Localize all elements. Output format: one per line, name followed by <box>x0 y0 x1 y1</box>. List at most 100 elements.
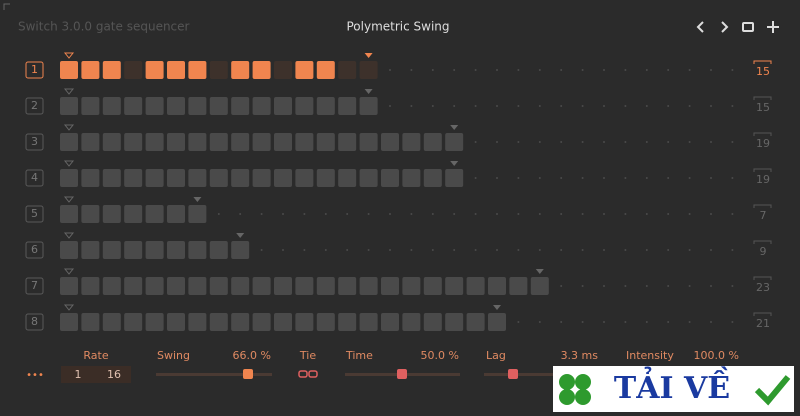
step[interactable] <box>81 277 100 295</box>
row-number-box[interactable] <box>25 313 44 331</box>
step[interactable] <box>274 97 292 115</box>
step[interactable] <box>231 313 250 331</box>
step[interactable] <box>60 133 78 151</box>
step[interactable] <box>60 241 78 259</box>
step[interactable] <box>295 277 314 295</box>
step[interactable] <box>124 97 143 115</box>
step[interactable] <box>124 277 143 295</box>
step[interactable] <box>423 313 442 331</box>
step[interactable] <box>338 133 357 151</box>
step[interactable] <box>338 61 357 79</box>
step[interactable] <box>466 313 485 331</box>
step[interactable] <box>445 133 464 151</box>
step[interactable] <box>102 205 121 223</box>
step[interactable] <box>209 241 228 259</box>
step[interactable] <box>488 277 506 295</box>
step[interactable] <box>423 277 442 295</box>
step[interactable] <box>102 313 121 331</box>
step[interactable] <box>145 133 164 151</box>
step[interactable] <box>81 241 100 259</box>
step[interactable] <box>338 277 357 295</box>
step[interactable] <box>81 97 100 115</box>
row-number-box[interactable] <box>25 61 44 79</box>
step[interactable] <box>188 313 207 331</box>
step[interactable] <box>231 169 250 187</box>
row-length[interactable]: 15 <box>756 101 770 114</box>
step[interactable] <box>167 133 185 151</box>
step[interactable] <box>167 313 185 331</box>
step[interactable] <box>231 133 250 151</box>
lag-knob[interactable] <box>508 369 518 379</box>
step[interactable] <box>188 205 207 223</box>
step[interactable] <box>60 205 78 223</box>
row-number-box[interactable] <box>25 205 44 223</box>
rate-denominator[interactable]: 16 <box>107 368 121 381</box>
step[interactable] <box>124 169 143 187</box>
step[interactable] <box>530 277 549 295</box>
step[interactable] <box>209 61 228 79</box>
row-length[interactable]: 9 <box>760 245 767 258</box>
step[interactable] <box>423 169 442 187</box>
step[interactable] <box>81 61 100 79</box>
step[interactable] <box>445 169 464 187</box>
step[interactable] <box>316 133 335 151</box>
step[interactable] <box>188 277 207 295</box>
step[interactable] <box>81 133 100 151</box>
step[interactable] <box>402 169 421 187</box>
more-button[interactable]: ••• <box>26 370 44 381</box>
step[interactable] <box>81 205 100 223</box>
step[interactable] <box>231 241 250 259</box>
row-length[interactable]: 19 <box>756 173 770 186</box>
step[interactable] <box>124 205 143 223</box>
step[interactable] <box>402 133 421 151</box>
step[interactable] <box>488 313 506 331</box>
step[interactable] <box>359 97 378 115</box>
row-number-box[interactable] <box>25 97 44 115</box>
step[interactable] <box>316 97 335 115</box>
step[interactable] <box>145 205 164 223</box>
step[interactable] <box>359 133 378 151</box>
step[interactable] <box>60 277 78 295</box>
step[interactable] <box>466 277 485 295</box>
step[interactable] <box>252 97 271 115</box>
step[interactable] <box>60 313 78 331</box>
step[interactable] <box>167 169 185 187</box>
row-number-box[interactable] <box>25 133 44 151</box>
step[interactable] <box>145 97 164 115</box>
step[interactable] <box>252 277 271 295</box>
step[interactable] <box>274 169 292 187</box>
step[interactable] <box>209 169 228 187</box>
step[interactable] <box>124 61 143 79</box>
step[interactable] <box>167 97 185 115</box>
step[interactable] <box>381 169 399 187</box>
step[interactable] <box>445 313 464 331</box>
step[interactable] <box>102 277 121 295</box>
step[interactable] <box>60 169 78 187</box>
step[interactable] <box>145 241 164 259</box>
step[interactable] <box>231 277 250 295</box>
step[interactable] <box>209 313 228 331</box>
step[interactable] <box>124 313 143 331</box>
step[interactable] <box>102 169 121 187</box>
step[interactable] <box>338 169 357 187</box>
step[interactable] <box>252 61 271 79</box>
step[interactable] <box>402 277 421 295</box>
row-length[interactable]: 23 <box>756 281 770 294</box>
rate-box[interactable] <box>61 366 131 383</box>
step[interactable] <box>60 97 78 115</box>
step[interactable] <box>316 313 335 331</box>
step[interactable] <box>167 61 185 79</box>
step[interactable] <box>295 169 314 187</box>
step[interactable] <box>102 133 121 151</box>
prev-button[interactable] <box>696 21 704 33</box>
step[interactable] <box>102 241 121 259</box>
step[interactable] <box>81 313 100 331</box>
step[interactable] <box>124 241 143 259</box>
step[interactable] <box>381 277 399 295</box>
step[interactable] <box>295 133 314 151</box>
step[interactable] <box>209 97 228 115</box>
row-number-box[interactable] <box>25 169 44 187</box>
step[interactable] <box>381 313 399 331</box>
step[interactable] <box>145 169 164 187</box>
step[interactable] <box>316 61 335 79</box>
